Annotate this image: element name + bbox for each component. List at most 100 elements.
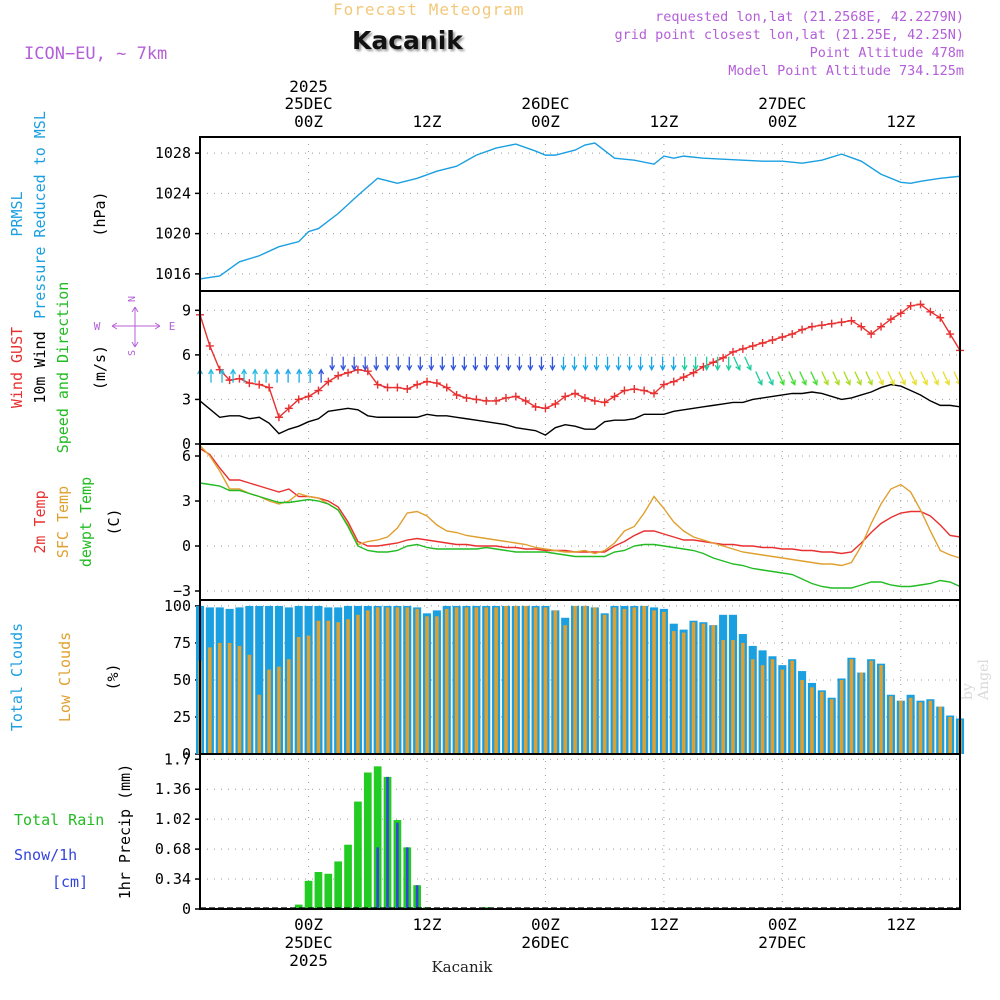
wind-direction-arrowhead — [626, 365, 633, 372]
gust-marker — [857, 322, 866, 331]
bottom-hour-label: 12Z — [649, 915, 678, 934]
wind-direction-arrowhead — [461, 365, 468, 372]
y-axis-title: (hPa) — [91, 191, 109, 236]
y-tick-label: 0 — [182, 900, 191, 918]
wind-direction-arrowhead — [483, 365, 490, 372]
y-tick-label: 3 — [182, 492, 191, 510]
gust-marker — [867, 330, 876, 339]
wind-direction-arrowhead — [417, 365, 424, 372]
low-cloud-bar — [800, 679, 804, 754]
gust-marker — [936, 313, 945, 322]
wind-direction-arrowhead — [911, 379, 917, 386]
y-tick-label: 1016 — [155, 265, 191, 283]
gust-marker — [452, 390, 461, 399]
low-cloud-bar — [780, 669, 785, 754]
gust-marker — [265, 383, 274, 392]
y-axis-title: Wind GUST — [8, 327, 26, 408]
bottom-day-label: 27DEC — [758, 933, 806, 952]
low-cloud-bar — [494, 607, 498, 754]
compass-arrows — [111, 306, 161, 348]
top-hour-label: 12Z — [886, 112, 915, 131]
wind-direction-arrowhead — [790, 379, 796, 386]
wind-direction-arrowhead — [406, 365, 413, 372]
panel-pressure: 1016 1020 1024 1028 PRMSL Pressure Reduced to… — [8, 111, 961, 319]
panel-temperature: −3 0 3 6 2m Temp SFC Temp dewpt Temp (C) — [31, 443, 961, 601]
low-cloud-bar — [277, 666, 281, 754]
time-axes: 00Z00Z25DEC25DEC12Z12Z00Z00Z26DEC26DEC12… — [284, 77, 915, 970]
low-cloud-bar — [366, 610, 370, 754]
gust-marker — [926, 307, 935, 316]
series-line-10m-wind — [199, 383, 961, 436]
gust-marker — [630, 385, 639, 394]
gust-marker — [245, 379, 254, 388]
gust-marker — [205, 341, 214, 350]
low-cloud-bar — [563, 625, 567, 754]
gust-marker — [659, 380, 668, 389]
gust-marker — [255, 380, 264, 389]
low-cloud-bar — [612, 607, 617, 754]
compass-south: S — [127, 350, 138, 356]
snow-bar — [386, 776, 389, 909]
gust-marker — [738, 344, 747, 353]
low-cloud-bar — [336, 622, 340, 754]
footer-location: Kacanik — [431, 958, 493, 976]
model-altitude: Model Point Altitude 734.125m — [728, 63, 964, 79]
low-cloud-bar — [642, 605, 646, 754]
y-tick-label: 0 — [182, 435, 191, 453]
bottom-hour-label: 00Z — [294, 915, 323, 934]
compass-west: W — [94, 320, 101, 333]
top-hour-label: 00Z — [294, 112, 323, 131]
wind-direction-arrowhead — [845, 379, 851, 386]
wind-direction-arrowhead — [274, 368, 281, 375]
wind-direction-arrowhead — [318, 368, 325, 375]
wind-direction-arrowhead — [329, 365, 336, 372]
rain-bar — [354, 801, 362, 909]
panel-frame — [199, 753, 961, 910]
y-tick-label: 50 — [173, 671, 191, 689]
low-cloud-bar — [306, 635, 311, 754]
top-day-label: 25DEC — [284, 94, 332, 113]
low-cloud-bar — [810, 687, 814, 754]
gust-marker — [906, 301, 915, 310]
gust-marker — [650, 389, 659, 398]
top-hour-label: 12Z — [413, 112, 442, 131]
low-cloud-bar — [553, 610, 558, 754]
gust-marker — [689, 368, 698, 377]
y-tick-label: 1020 — [155, 225, 191, 243]
wind-direction-arrow — [854, 371, 862, 385]
gust-marker — [817, 321, 826, 330]
y-tick-label: 0.68 — [155, 840, 191, 858]
low-cloud-bar — [267, 669, 271, 754]
low-cloud-bar — [652, 610, 656, 754]
wind-direction-arrowhead — [527, 365, 534, 372]
low-cloud-bar — [849, 659, 854, 754]
low-cloud-bar — [227, 642, 232, 754]
gust-marker — [590, 396, 599, 405]
wind-direction-arrowhead — [219, 368, 225, 375]
gust-marker — [748, 341, 757, 350]
low-cloud-bar — [741, 642, 745, 754]
y-axis-title: Speed and Direction — [54, 282, 72, 454]
panel-clouds: 0 25 50 75 100 Total Clouds Low Clouds (%) — [8, 597, 965, 763]
top-year-label: 2025 — [289, 77, 328, 96]
wind-direction-arrowhead — [560, 365, 567, 372]
y-axis-title: (%) — [104, 663, 122, 690]
gust-marker — [580, 393, 589, 402]
low-cloud-bar — [316, 620, 321, 754]
wind-direction-arrowhead — [703, 365, 710, 372]
low-cloud-bar — [681, 632, 686, 754]
rain-legend-label: Total Rain — [14, 811, 104, 829]
low-cloud-bar — [208, 647, 212, 754]
wind-direction-arrowhead — [922, 379, 928, 386]
low-cloud-bar — [602, 614, 607, 754]
wind-direction-arrow — [931, 371, 939, 385]
low-cloud-bar — [731, 639, 735, 754]
low-cloud-bar — [543, 607, 548, 754]
wind-direction-arrowhead — [735, 364, 741, 371]
y-axis-title: Pressure Reduced to MSL — [31, 111, 49, 319]
gust-marker — [798, 325, 807, 334]
wind-direction-arrowhead — [373, 365, 380, 372]
y-tick-label: 0 — [182, 537, 191, 555]
gust-marker — [274, 413, 283, 422]
wind-direction-arrow — [832, 371, 840, 385]
